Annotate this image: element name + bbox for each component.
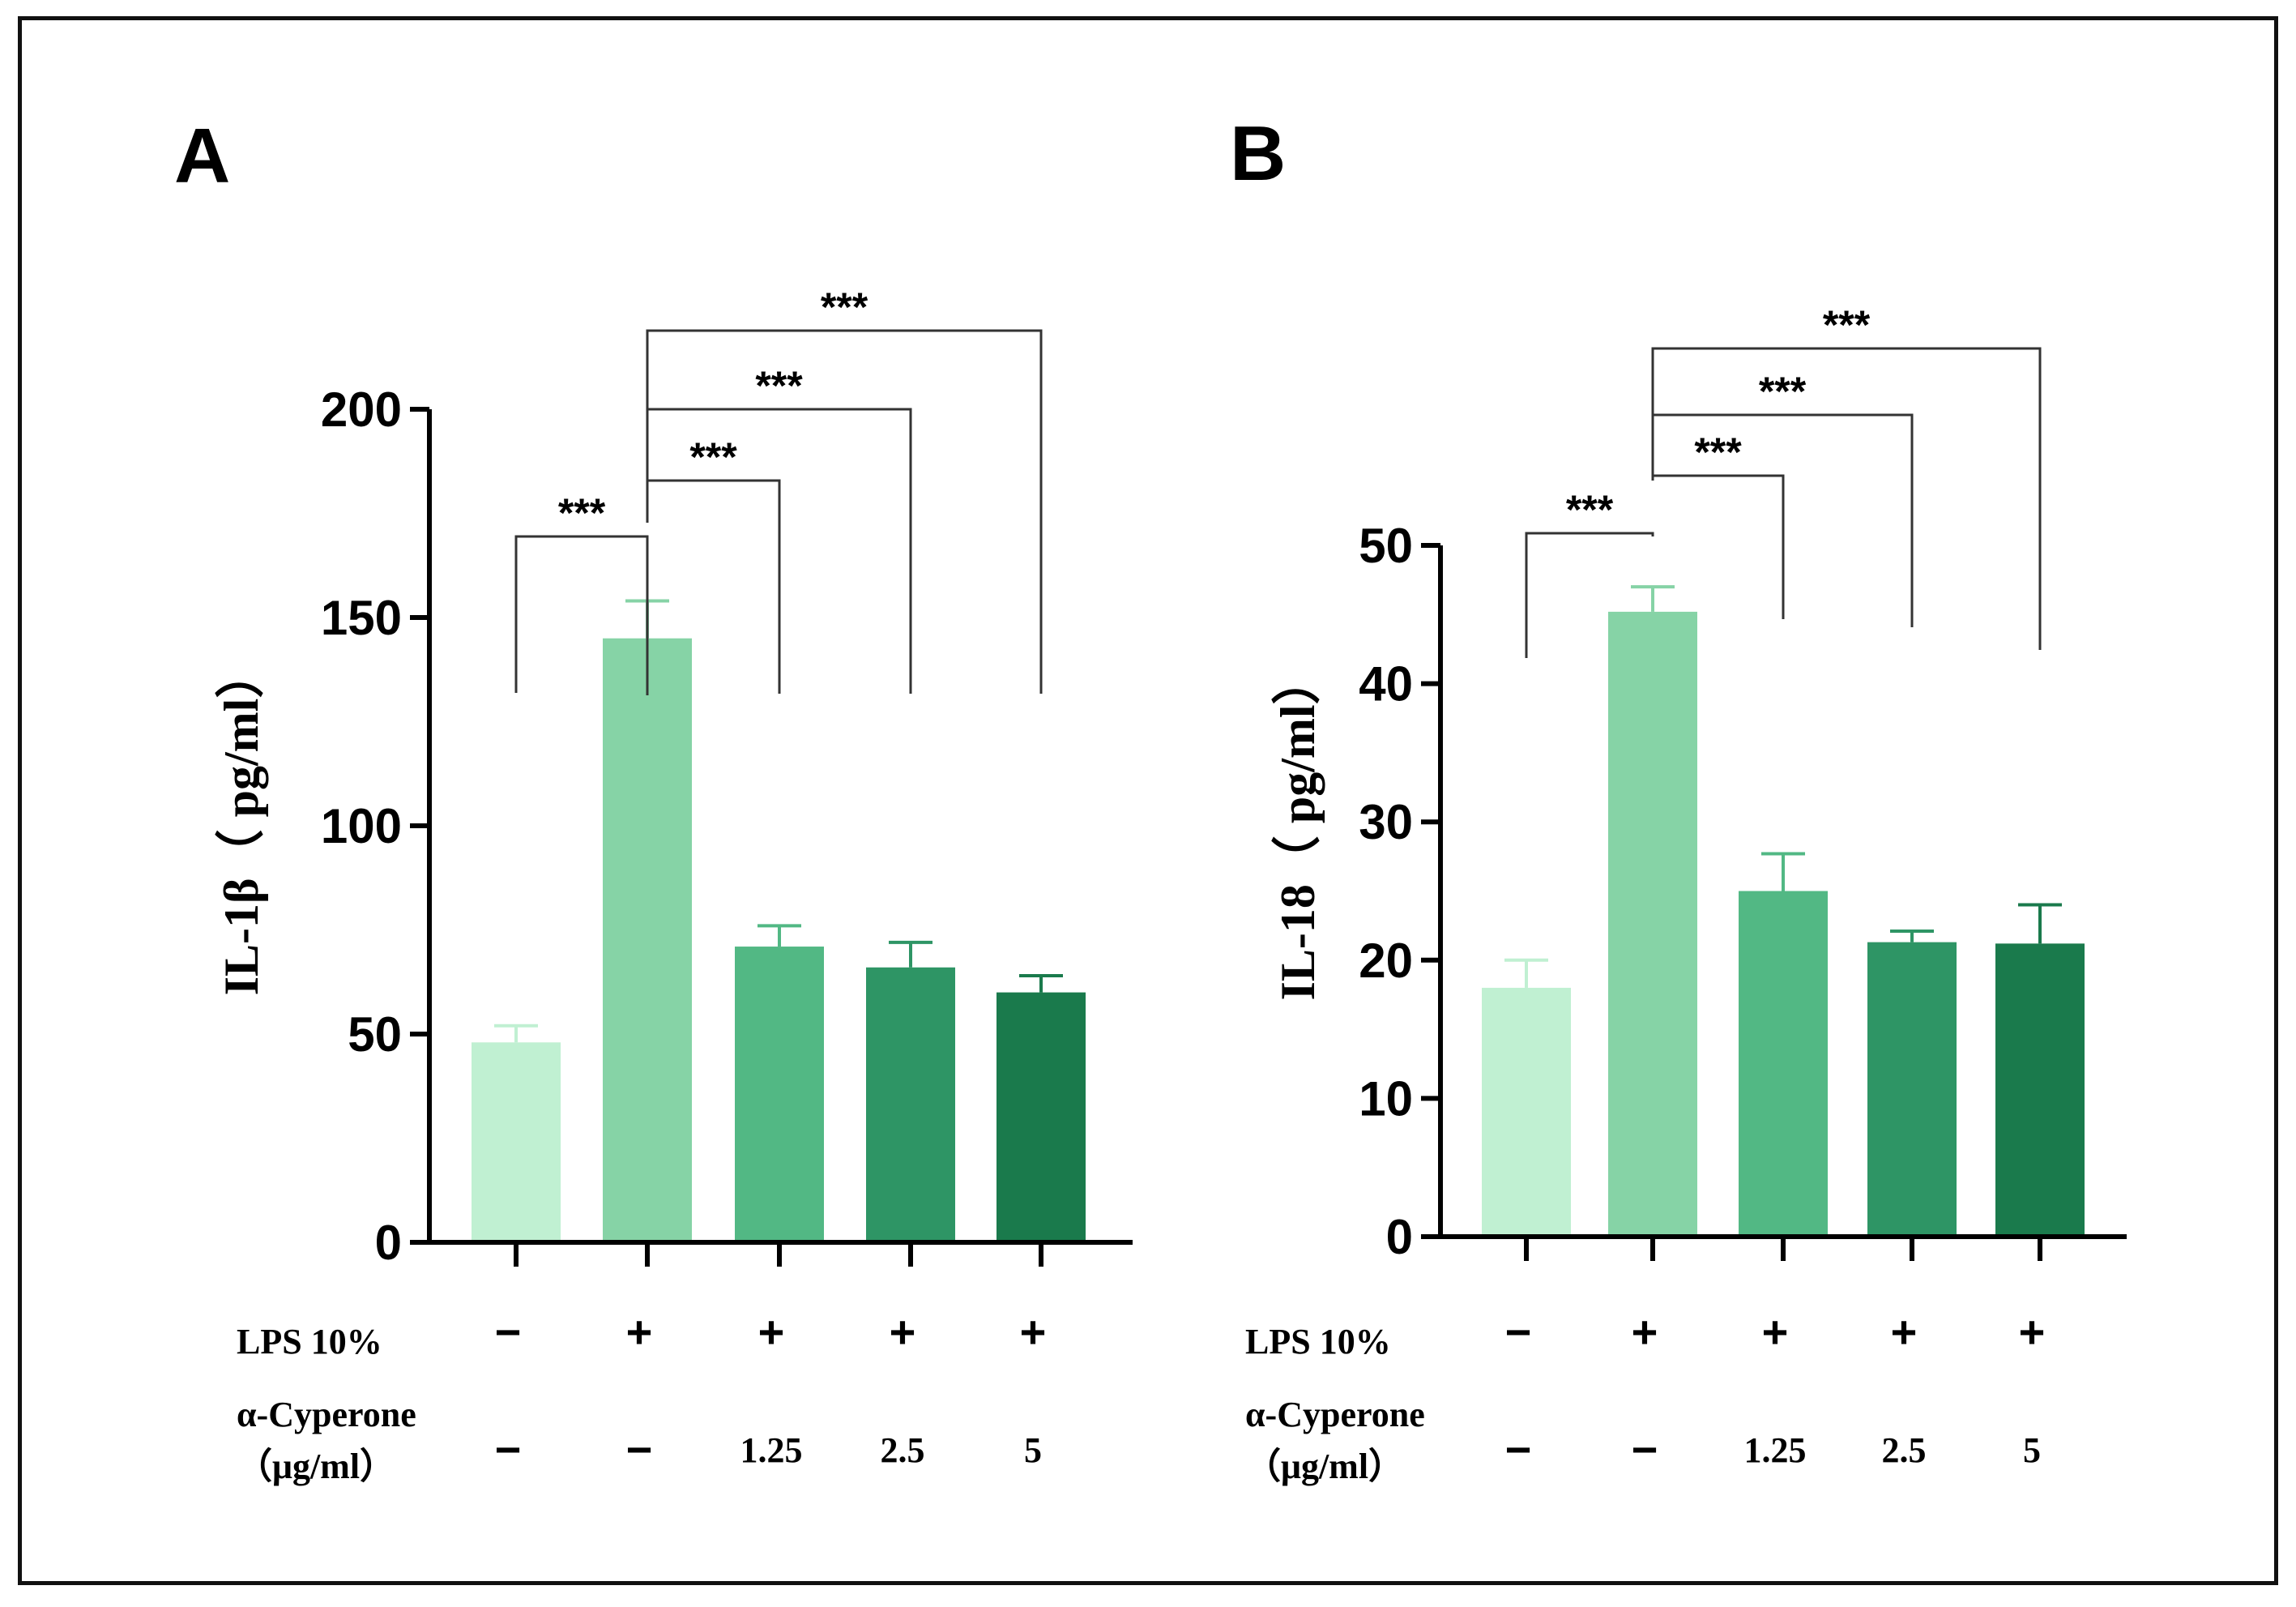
panel-b-cyperone-value-2: − — [1632, 1424, 1658, 1475]
panel-b-lps-value-3: + — [1762, 1306, 1789, 1357]
panel-b-cyperone-row-label: α-Cyperone — [1245, 1395, 1425, 1434]
panel-b-cyperone-value-3: 1.25 — [1744, 1430, 1807, 1470]
panel-a-y-tick-label: 0 — [375, 1216, 402, 1270]
panel-b-y-tick-label: 50 — [1359, 519, 1413, 573]
panel-a-significance-label-1: *** — [558, 490, 606, 536]
panel-a-lps-row-label: LPS 10% — [237, 1322, 382, 1361]
panel-a-y-tick-label: 150 — [321, 591, 402, 645]
panel-a-cyperone-value-3: 1.25 — [740, 1430, 803, 1470]
panel-a-y-tick-label: 100 — [321, 799, 402, 853]
panel-b-significance-label-2: *** — [1694, 430, 1742, 475]
panel-a-significance-bracket-1 — [514, 535, 649, 695]
panel-b-lps-value-4: + — [1891, 1306, 1918, 1357]
panel-a-cyperone-value-1: − — [495, 1424, 522, 1475]
panel-b-significance-label-4: *** — [1823, 302, 1871, 348]
panel-b-bar-4 — [1867, 942, 1957, 1234]
panel-b-bar-3 — [1739, 891, 1828, 1234]
panel-a-cyperone-value-5: 5 — [1024, 1430, 1042, 1470]
panel-a-bar-1 — [472, 1042, 561, 1240]
panel-b-significance-label-3: *** — [1759, 369, 1807, 414]
panel-a-y-tick-label: 200 — [321, 383, 402, 437]
panel-a-cyperone-value-4: 2.5 — [881, 1430, 925, 1470]
panel-b-y-axis-label: IL-18（ pg/ml） — [1270, 656, 1325, 1000]
panel-b-y-tick-label: 40 — [1359, 657, 1413, 712]
panel-a-lps-value-1: − — [495, 1306, 522, 1357]
panel-b-cyperone-value-4: 2.5 — [1882, 1430, 1927, 1470]
panel-a-y-axis-label: IL-1β（ pg/ml） — [214, 650, 268, 996]
panel-b-label: B — [1230, 110, 1286, 197]
figure-frame — [18, 16, 2278, 1585]
panel-b-bar-1 — [1482, 987, 1571, 1234]
panel-b-y-tick-label: 10 — [1359, 1071, 1413, 1126]
panel-b: B IL-18（ pg/ml） LPS 10% α-Cyperone （μg/m… — [1230, 110, 2127, 1486]
panel-b-lps-row-label: LPS 10% — [1245, 1322, 1391, 1361]
panel-b-cyperone-value-5: 5 — [2023, 1430, 2041, 1470]
panel-b-bar-5 — [1995, 943, 2085, 1234]
panel-b-significance-bracket-4 — [1651, 347, 2042, 650]
panel-a-significance-bracket-4 — [646, 329, 1043, 694]
panel-a-cyperone-value-2: − — [626, 1424, 653, 1475]
panel-a-label: A — [174, 113, 230, 199]
panel-b-significance-bracket-1 — [1525, 532, 1654, 658]
panel-b-y-tick-label: 30 — [1359, 795, 1413, 849]
panel-b-y-tick-label: 0 — [1386, 1210, 1413, 1264]
panel-a-lps-value-3: + — [758, 1306, 785, 1357]
panel-a-bar-5 — [996, 992, 1086, 1240]
panel-a-significance-label-3: *** — [755, 363, 803, 408]
panel-b-significance-label-1: *** — [1566, 487, 1614, 532]
panel-b-cyperone-value-1: − — [1505, 1424, 1532, 1475]
panel-a-bar-2 — [603, 638, 692, 1240]
panel-b-lps-value-2: + — [1632, 1306, 1658, 1357]
panel-a-lps-value-4: + — [890, 1306, 916, 1357]
panel-b-lps-value-1: − — [1505, 1306, 1532, 1357]
panel-a-significance-label-2: *** — [689, 434, 737, 480]
panel-b-cyperone-unit-label: （μg/ml） — [1245, 1447, 1404, 1486]
panel-a-y-tick-label: 50 — [348, 1007, 402, 1062]
panel-a-lps-value-5: + — [1020, 1306, 1047, 1357]
panel-b-y-tick-label: 20 — [1359, 934, 1413, 988]
panel-a-cyperone-row-label: α-Cyperone — [237, 1395, 416, 1434]
panel-a-lps-value-2: + — [626, 1306, 653, 1357]
panel-b-significance-bracket-2 — [1651, 474, 1785, 619]
panel-a-bar-3 — [735, 947, 824, 1240]
panel-a-bar-4 — [866, 967, 955, 1240]
panel-b-lps-value-5: + — [2019, 1306, 2046, 1357]
panel-a-significance-label-4: *** — [821, 284, 868, 330]
panel-a: A IL-1β（ pg/ml） LPS 10% α-Cyperone （μg/m… — [174, 113, 1133, 1486]
panel-b-bar-2 — [1608, 611, 1697, 1234]
panel-a-cyperone-unit-label: （μg/ml） — [237, 1447, 395, 1486]
